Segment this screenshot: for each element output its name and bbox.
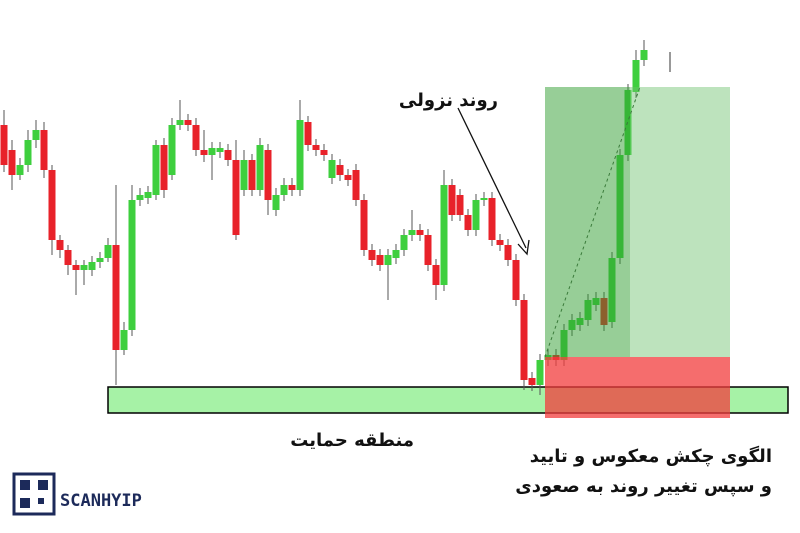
candle-body [88,262,96,270]
candle-body [392,250,400,258]
candle-body [296,120,304,190]
candle-body [304,122,312,145]
candle-body [448,185,456,215]
candle-body [360,200,368,250]
candle-body [136,195,144,200]
target-zone-dark [545,87,630,357]
candle-body [64,250,72,265]
candle-body [472,200,480,230]
candle-body [160,145,168,190]
candle-body [280,185,288,195]
candle-body [224,150,232,160]
candle-body [192,125,200,150]
candle-body [8,150,16,175]
candle-body [528,378,536,385]
candle-body [24,140,32,165]
candle-body [632,60,640,92]
candle-body [216,148,224,152]
candle-body [400,235,408,250]
arrow-head [517,239,530,256]
candle-body [208,148,216,155]
candle-body [344,175,352,180]
candle-body [0,125,8,165]
candle-body [104,245,112,258]
candle-body [336,165,344,175]
candle-body [112,245,120,350]
annotation: روند نزولی [399,90,498,111]
candle-body [536,360,544,385]
candle-body [456,195,464,215]
logo: SCANHYIP [12,472,142,516]
candle-body [96,258,104,262]
candle-body [120,330,128,350]
candle-body [288,185,296,190]
candle-body [464,215,472,230]
candle-body [416,230,424,235]
candle-body [376,255,384,265]
candle-body [176,120,184,125]
candle-body [128,200,136,330]
candle-body [504,245,512,260]
annotation: و سپس تغییر روند به صعودی [515,476,772,497]
annotation: الگوی چکش معکوس و تایید [530,445,772,467]
candle-body [328,160,336,178]
candle-body [512,260,520,300]
candle-body [184,120,192,125]
candle-body [312,145,320,150]
candle-body [256,145,264,190]
candle-body [520,300,528,380]
stop-zone [545,357,730,418]
annotation: منطقه حمایت [290,430,414,451]
candle-body [80,265,88,270]
candle-body [168,125,176,175]
candle-body [200,150,208,155]
candle-body [152,145,160,195]
candle-body [248,160,256,190]
candle-body [424,235,432,265]
candle-body [496,240,504,245]
candle-body [144,192,152,198]
candle-body [72,265,80,270]
arrow-line [457,107,527,249]
candle-body [232,160,240,235]
candle-body [640,50,648,60]
candle-body [352,170,360,200]
candle-body [40,130,48,170]
candle-body [240,160,248,190]
candle-body [56,240,64,250]
candle-body [432,265,440,285]
target-zone-light [630,87,730,357]
candle-body [264,150,272,200]
candle-body [408,230,416,235]
candle-body [368,250,376,260]
candle-body [384,255,392,265]
candle-body [480,198,488,200]
candle-body [440,185,448,285]
logo-text: SCANHYIP [60,491,142,511]
candle-body [48,170,56,240]
candle-body [32,130,40,140]
candle-body [16,165,24,175]
candle-body [488,198,496,240]
candle-body [320,150,328,155]
candle-body [272,195,280,210]
